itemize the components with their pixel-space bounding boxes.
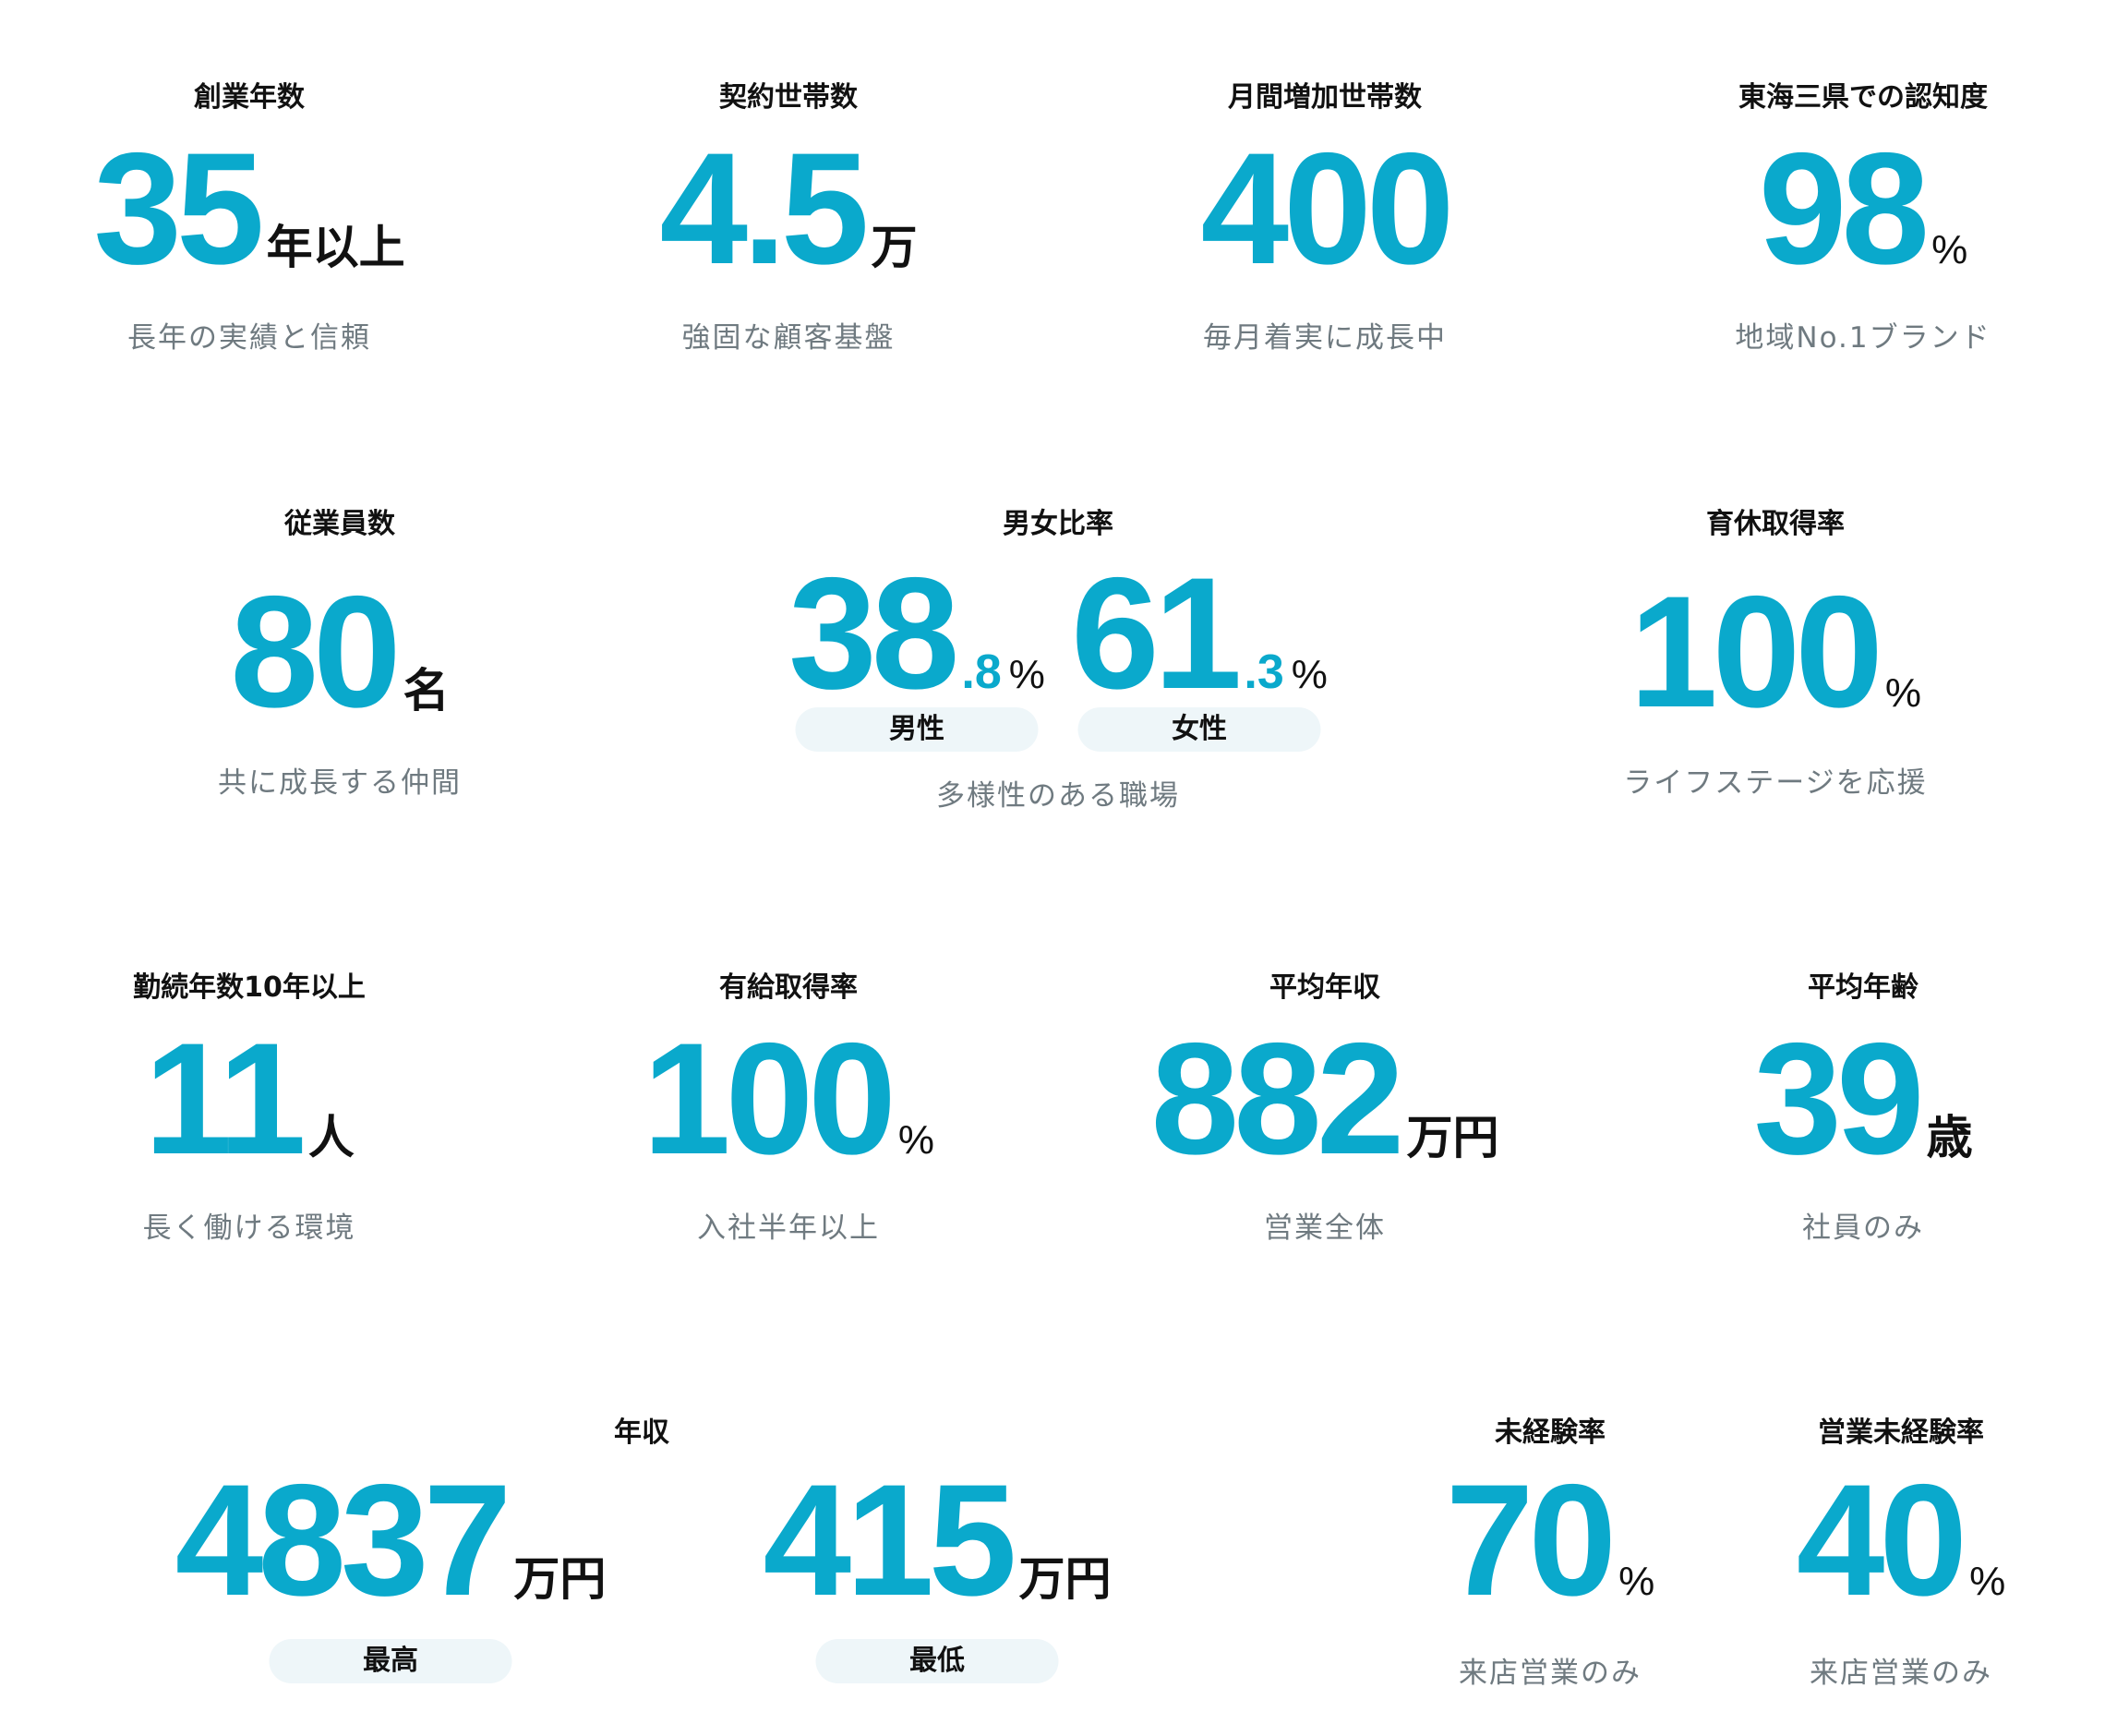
item-title: 平均年収 [1269,971,1380,1004]
item-caption: 営業全体 [1264,1212,1386,1245]
item-caption: 入社半年以上 [697,1212,880,1245]
value-line: 61.3% [1071,554,1328,713]
item-caption: 長く働ける環境 [142,1212,356,1245]
number: 400 [1200,120,1455,297]
value-line: 98% [1759,129,1967,288]
number: 70 [1445,1452,1617,1629]
item-caption: ライフステージを応援 [1623,766,1928,800]
unit: 万円 [1018,1552,1112,1606]
number: 4.5 [659,120,869,297]
unit: 年以上 [266,221,405,274]
value-line: 40% [1797,1461,2005,1620]
value-line: 4.5 万 [659,129,917,288]
value-line: 415 万円 [764,1461,1112,1620]
unit: % [897,1117,935,1163]
label-pill: 最高 [269,1639,512,1683]
value-line: 100% [643,1019,934,1178]
value-line: 38.8% [788,554,1045,713]
number: 35 [93,120,264,297]
value-line: 70% [1446,1461,1654,1620]
item-caption: 毎月着実に成長中 [1203,321,1447,355]
value-line: 80 名 [230,573,449,731]
item-title: 育休取得率 [1706,508,1845,540]
item-caption: 地域No.1ブランド [1735,321,1991,355]
label-pill: 女性 [1077,707,1321,752]
item-caption: 強固な顧客基盤 [681,321,896,355]
number: 38 [788,545,959,722]
decimal: .8 [961,645,1002,699]
unit: 万円 [1406,1111,1499,1164]
value-line: 35 年以上 [93,129,404,288]
number: 11 [144,1010,307,1187]
decimal: .3 [1244,645,1284,699]
item-title: 従業員数 [284,508,395,540]
item-title: 平均年齢 [1808,971,1919,1004]
item-title: 営業未経験率 [1818,1417,1984,1449]
number: 4837 [174,1452,512,1629]
unit: 万 [871,221,918,274]
item-title: 月間増加世帯数 [1228,81,1422,114]
value-line: 882 万円 [1151,1019,1499,1178]
unit: % [1008,652,1045,697]
number: 882 [1150,1010,1405,1187]
unit: 人 [307,1111,355,1164]
unit: % [1969,1559,2006,1604]
item-title: 未経験率 [1495,1417,1606,1449]
number: 415 [763,1452,1017,1629]
value-line: 4837 万円 [175,1461,607,1620]
value-line: 100% [1630,573,1921,731]
number: 61 [1071,545,1242,722]
unit: % [1618,1559,1655,1604]
value-line: 11 人 [144,1019,355,1178]
unit: % [1291,652,1328,697]
item-caption: 共に成長する仲間 [218,766,462,800]
unit: 歳 [1926,1111,1973,1164]
item-caption: 来店営業のみ [1459,1657,1642,1690]
label-pill: 男性 [795,707,1039,752]
item-title: 契約世帯数 [719,81,858,114]
item-title: 創業年数 [194,81,305,114]
number: 39 [1753,1010,1924,1187]
number: 80 [230,563,401,741]
unit: 名 [403,664,450,717]
item-title: 有給取得率 [719,971,858,1004]
number: 100 [1629,563,1883,741]
number: 98 [1758,120,1930,297]
number: 100 [642,1010,896,1187]
item-caption: 来店営業のみ [1810,1657,1992,1690]
item-title: 男女比率 [1003,508,1113,540]
item-caption: 長年の実績と信頼 [127,321,371,355]
label-pill: 最低 [815,1639,1059,1683]
item-caption: 社員のみ [1802,1212,1924,1245]
item-title: 年収 [614,1417,669,1449]
unit: % [1931,227,1968,272]
item-title: 東海三県での認知度 [1738,81,1988,114]
value-line: 39 歳 [1753,1019,1972,1178]
item-caption: 多様性のある職場 [936,779,1180,813]
unit: % [1884,670,1922,716]
number: 40 [1796,1452,1967,1629]
unit: 万円 [513,1552,607,1606]
value-line: 400 [1200,120,1455,297]
item-title: 勤続年数10年以上 [133,971,366,1004]
